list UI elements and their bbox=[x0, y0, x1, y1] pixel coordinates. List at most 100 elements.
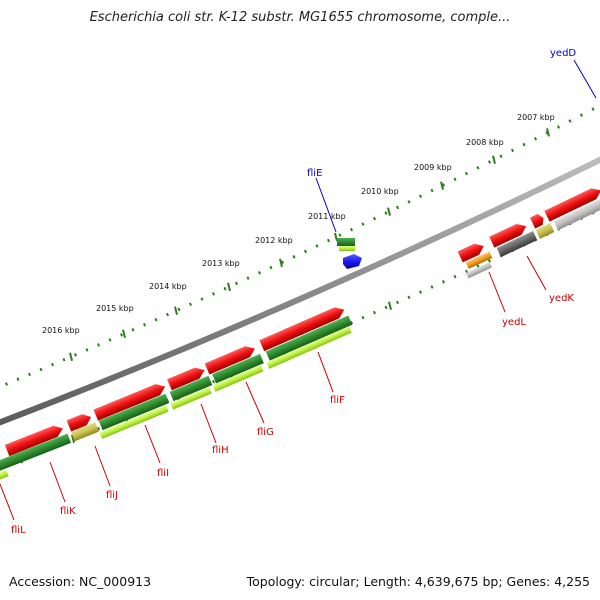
scale-dot bbox=[453, 274, 457, 279]
scale-dot bbox=[430, 285, 434, 289]
scale-dot bbox=[384, 305, 388, 310]
chromosome-backbone bbox=[0, 156, 600, 426]
scale-dot bbox=[407, 200, 411, 204]
scale-dot bbox=[441, 183, 446, 187]
scale-dot bbox=[510, 148, 515, 153]
scale-label: 2011 kbp bbox=[308, 212, 346, 221]
scale-dot bbox=[223, 286, 227, 291]
scale-dot bbox=[97, 426, 100, 431]
scale-dot bbox=[372, 310, 377, 315]
backbone-layer bbox=[0, 156, 600, 426]
scale-dot bbox=[384, 211, 388, 215]
cds-arrow bbox=[489, 224, 527, 248]
scale-dot bbox=[556, 125, 561, 129]
scale-dot bbox=[257, 271, 262, 275]
scale-major-tick bbox=[227, 282, 231, 292]
scale-dot bbox=[372, 216, 377, 221]
gene-label-fliK: fliK bbox=[60, 506, 76, 517]
gene-label-fliG: fliG bbox=[257, 427, 274, 438]
scale-label: 2012 kbp bbox=[255, 236, 293, 245]
scale-dot bbox=[154, 317, 158, 322]
gene-leader-line bbox=[245, 381, 265, 424]
scale-dot bbox=[395, 300, 400, 305]
scale-major-tick bbox=[334, 232, 338, 242]
scale-dot bbox=[349, 227, 354, 232]
scale-dot bbox=[177, 307, 181, 312]
scale-label: 2008 kbp bbox=[466, 138, 504, 147]
scale-major-tick bbox=[71, 434, 75, 444]
gene-label-yedL: yedL bbox=[502, 317, 526, 328]
scale-dot bbox=[142, 322, 147, 327]
scale-dot bbox=[131, 328, 135, 332]
scale-dot bbox=[522, 142, 526, 147]
gene-leader-line bbox=[315, 177, 337, 233]
scale-dot bbox=[361, 315, 365, 320]
gene-label-fliH: fliH bbox=[212, 445, 229, 456]
scale-major-tick bbox=[492, 155, 496, 164]
scale-dot bbox=[418, 194, 423, 199]
cds-arrow bbox=[530, 214, 544, 229]
gene-bar-alt bbox=[339, 246, 355, 251]
gene-bar bbox=[98, 393, 170, 431]
scale-dot bbox=[165, 312, 170, 317]
cds-arrow bbox=[4, 425, 63, 457]
scale-dot bbox=[430, 188, 434, 193]
scale-label: 2015 kbp bbox=[96, 304, 134, 313]
accession-text: Accession: NC_000913 bbox=[9, 574, 152, 589]
scale-dot bbox=[188, 302, 193, 307]
scale-dot bbox=[464, 269, 469, 274]
feature-layer bbox=[0, 188, 600, 483]
scale-dot bbox=[108, 338, 112, 342]
gene-leader-line bbox=[488, 271, 506, 313]
scale-major-tick bbox=[174, 306, 178, 316]
gene-leader-line bbox=[0, 483, 15, 521]
scale-dot bbox=[211, 379, 216, 384]
cds-arrow bbox=[204, 346, 255, 375]
misc-feature-bar bbox=[465, 251, 493, 269]
gene-label-fliE: fliE bbox=[307, 168, 322, 179]
gene-bar-alt bbox=[99, 405, 169, 439]
scale-label: 2014 kbp bbox=[149, 282, 187, 291]
scale-dot bbox=[326, 238, 331, 243]
gene-bar bbox=[553, 195, 600, 231]
gene-bar bbox=[337, 238, 355, 246]
gene-leader-line bbox=[94, 445, 111, 487]
scale-dot bbox=[464, 171, 469, 176]
gene-leader-line bbox=[573, 59, 597, 99]
scale-dot bbox=[73, 353, 78, 357]
rna-marker bbox=[343, 254, 362, 269]
scale-dot bbox=[96, 343, 101, 347]
gene-label-fliJ: fliJ bbox=[106, 490, 118, 501]
gene-bar bbox=[265, 315, 353, 361]
scale-major-tick bbox=[69, 352, 73, 361]
gene-bar-alt bbox=[0, 469, 9, 483]
scale-dot bbox=[39, 367, 43, 372]
gene-bar bbox=[0, 433, 71, 473]
scale-dot bbox=[303, 249, 308, 254]
gene-label-fliL: fliL bbox=[11, 525, 26, 536]
pseudogene-bar bbox=[496, 231, 538, 258]
scale-dot bbox=[568, 119, 572, 123]
scale-dot bbox=[280, 260, 285, 264]
cds-arrow bbox=[544, 188, 600, 222]
scale-dot bbox=[4, 382, 9, 386]
scale-label: 2009 kbp bbox=[414, 163, 452, 172]
scale-dot bbox=[418, 290, 423, 294]
scale-dot bbox=[487, 259, 492, 263]
gene-label-fliF: fliF bbox=[330, 395, 345, 406]
scale-major-tick bbox=[388, 301, 392, 310]
cds-arrow bbox=[457, 243, 484, 263]
gene-leader-line bbox=[526, 255, 547, 291]
gene-leader-line bbox=[200, 403, 217, 444]
gene-bar-alt bbox=[170, 386, 212, 410]
scale-dot bbox=[361, 222, 365, 226]
scale-dot bbox=[85, 348, 89, 352]
gene-leader-line bbox=[144, 424, 161, 464]
scale-dot bbox=[234, 281, 239, 286]
gene-bar-alt bbox=[266, 326, 352, 369]
gene-bar bbox=[71, 422, 99, 442]
gene-leader-line bbox=[317, 351, 334, 393]
scale-major-tick bbox=[279, 258, 283, 268]
